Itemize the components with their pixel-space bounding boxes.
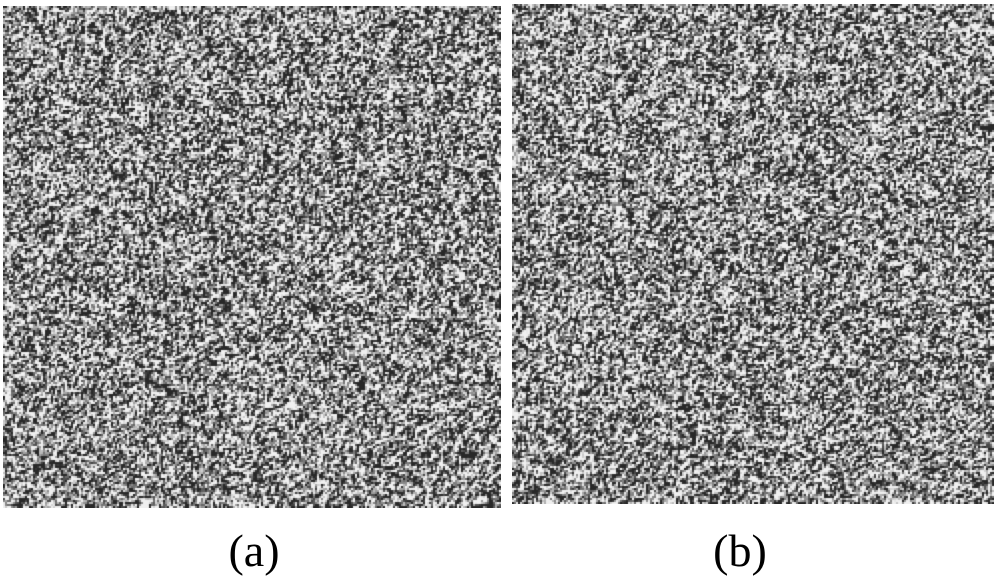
noise-image-a [3, 6, 501, 508]
noise-image-b [512, 4, 994, 504]
noise-texture-a [3, 6, 501, 508]
noise-texture-b [512, 4, 994, 504]
caption-a: (a) [228, 525, 280, 576]
caption-b: (b) [713, 525, 767, 576]
